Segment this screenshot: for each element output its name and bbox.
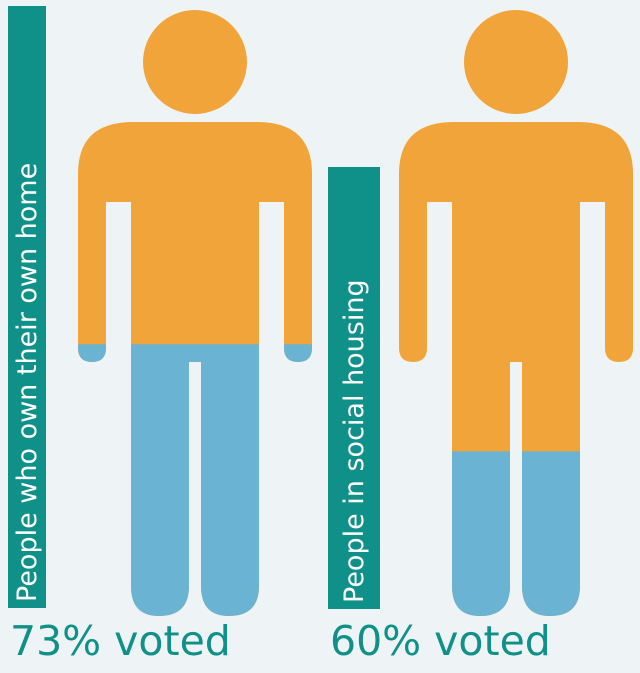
percent-voted-homeowners: 73% voted bbox=[10, 617, 231, 665]
category-label: People who own their own home bbox=[12, 163, 43, 602]
category-labels: People who own their own home People in s… bbox=[8, 6, 380, 609]
category-label-box bbox=[328, 167, 380, 609]
person-head bbox=[143, 10, 247, 114]
voted-fill bbox=[399, 451, 633, 616]
person-icon-social-housing bbox=[399, 10, 633, 616]
not-voted-fill bbox=[399, 122, 633, 616]
category-label: People in social housing bbox=[339, 279, 370, 603]
person-head bbox=[464, 10, 568, 114]
person-icon-homeowners bbox=[78, 10, 312, 616]
percent-voted-social-housing: 60% voted bbox=[330, 617, 551, 665]
category-label-box bbox=[8, 6, 46, 608]
voted-fill bbox=[78, 344, 312, 616]
not-voted-fill bbox=[78, 122, 312, 616]
